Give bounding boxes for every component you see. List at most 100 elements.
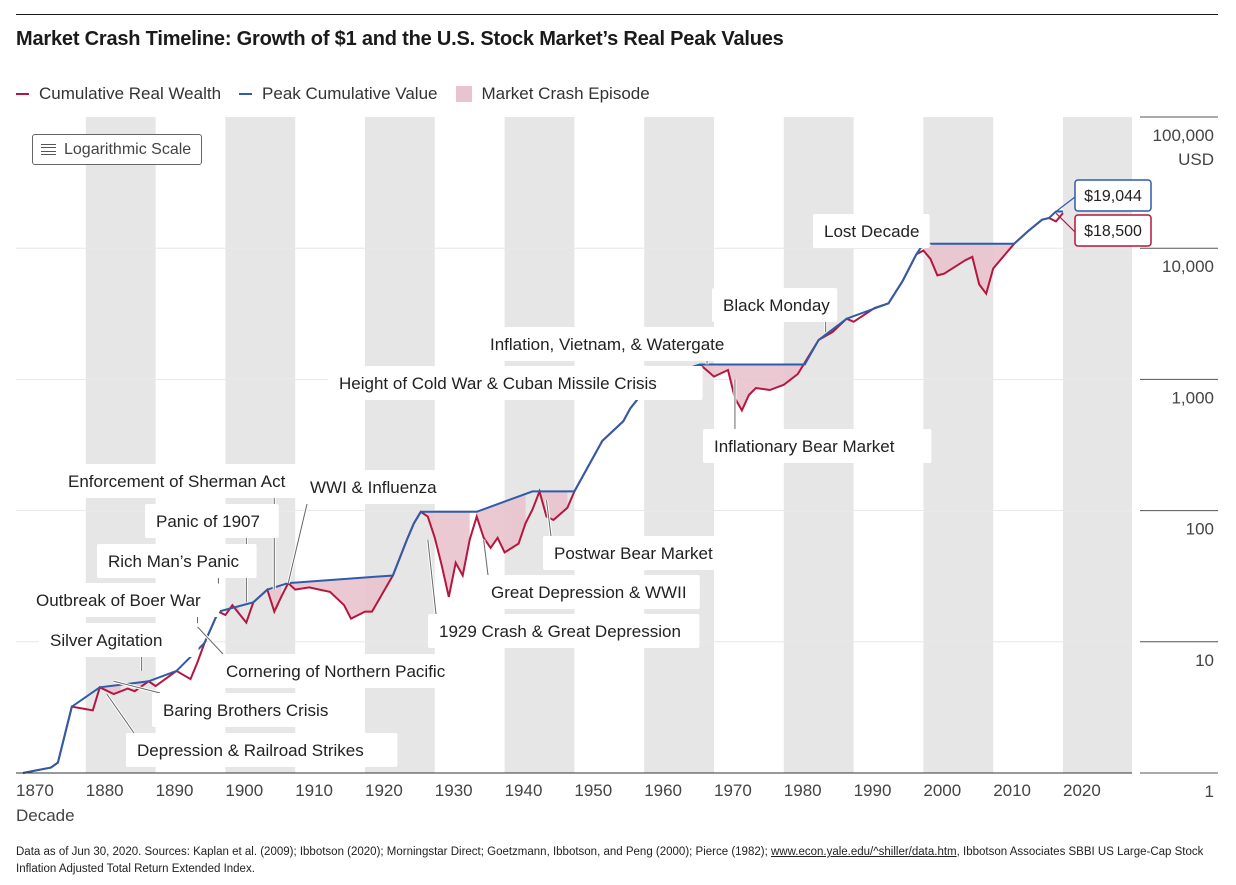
xtick-label: 1980 (784, 781, 822, 800)
annotation-box (813, 214, 930, 248)
value-box (1074, 179, 1152, 212)
top-rule (16, 14, 1218, 15)
decade-band (923, 117, 994, 773)
xtick-label: 1880 (86, 781, 124, 800)
annotation-label: Panic of 1907 (156, 512, 260, 531)
annotation-label: Depression & Railroad Strikes (137, 741, 364, 760)
annotation-leader (483, 539, 489, 576)
xtick-label: 1900 (225, 781, 263, 800)
xtick-label: 2000 (923, 781, 961, 800)
annotation-box (97, 544, 257, 578)
xtick-label: 1990 (854, 781, 892, 800)
annotation-label: Outbreak of Boer War (36, 591, 201, 610)
ytick-label: 1 (1205, 782, 1214, 801)
crash-area (232, 606, 240, 614)
xtick-label: 1950 (574, 781, 612, 800)
xtick-label: 1870 (16, 781, 54, 800)
annotation-leader (113, 680, 161, 694)
annotation-box (428, 614, 700, 648)
decade-band (644, 117, 714, 773)
ytick-label: 100 (1186, 520, 1214, 539)
log-scale-label: Logarithmic Scale (64, 140, 192, 158)
crash-area (700, 364, 728, 377)
legend-label-peak: Peak Cumulative Value (262, 84, 438, 103)
footnote-text-before: Data as of Jun 30, 2020. Sources: Kaplan… (16, 846, 771, 858)
annotation-label: Enforcement of Sherman Act (68, 472, 286, 491)
xtick-label: 1930 (435, 781, 473, 800)
annotation-label: Height of Cold War & Cuban Missile Crisi… (339, 374, 657, 393)
value-label: $19,044 (1084, 188, 1142, 205)
legend-swatch-crash (455, 86, 472, 102)
y-unit-label: USD (1178, 150, 1214, 169)
annotation-label: Rich Man’s Panic (108, 552, 240, 571)
annotation-leader (427, 539, 437, 615)
annotation-box (299, 470, 450, 504)
footnote: Data as of Jun 30, 2020. Sources: Kaplan… (16, 844, 1216, 878)
annotation-label: Great Depression & WWII (491, 583, 687, 602)
legend: Cumulative Real Wealth Peak Cumulative V… (16, 84, 668, 104)
legend-label-wealth: Cumulative Real Wealth (39, 84, 222, 103)
legend-item-wealth: Cumulative Real Wealth (16, 84, 221, 104)
annotation-box (543, 536, 729, 570)
xtick-label: 1920 (365, 781, 403, 800)
legend-swatch-peak (239, 93, 253, 95)
axis-ticks: 1 10 100 1,000 10,000 100,000 USD 1870 1880 1890 1… (16, 126, 1214, 825)
ytick-label: 10 (1195, 651, 1214, 670)
legend-item-crash: Market Crash Episode (455, 84, 650, 104)
annotation-box (479, 327, 768, 361)
annotation-label: Inflation, Vietnam, & Watergate (490, 335, 724, 354)
annotation-box (126, 733, 398, 767)
annotation-box (145, 504, 279, 538)
annotation-box (712, 288, 838, 322)
xtick-label: 1890 (156, 781, 194, 800)
annotation-leader (197, 626, 224, 655)
chart-title: Market Crash Timeline: Growth of $1 and … (16, 28, 784, 50)
annotation-leader (287, 503, 308, 584)
crash-area (267, 585, 282, 612)
xtick-label: 1910 (295, 781, 333, 800)
value-label: $18,500 (1084, 223, 1142, 240)
xtick-label: 2010 (993, 781, 1031, 800)
annotation-label: Silver Agitation (50, 631, 162, 650)
annotation-label: Inflationary Bear Market (714, 437, 895, 456)
decade-band (85, 117, 156, 773)
value-leader (1055, 212, 1076, 233)
annotation-label: Postwar Bear Market (554, 544, 713, 563)
annotation-box (39, 623, 199, 657)
decade-band (504, 117, 575, 773)
legend-label-crash: Market Crash Episode (481, 84, 650, 103)
list-icon (41, 144, 56, 155)
footnote-link[interactable]: www.econ.yale.edu/^shiller/data.htm (770, 846, 957, 858)
annotation-label: WWI & Influenza (310, 478, 437, 497)
crash-area (295, 575, 393, 619)
xtick-label: 2020 (1063, 781, 1101, 800)
annotation-label: Black Monday (723, 296, 830, 315)
annotation-leader (106, 693, 135, 734)
legend-item-peak: Peak Cumulative Value (239, 84, 438, 104)
annotation-box (480, 575, 700, 609)
ytick-label: 100,000 (1153, 126, 1214, 145)
crash-area (923, 243, 1015, 291)
ytick-label: 1,000 (1171, 388, 1214, 407)
annotation-label: Cornering of Northern Pacific (226, 662, 446, 681)
annotation-label: Lost Decade (824, 222, 919, 241)
log-scale-button[interactable]: Logarithmic Scale (32, 134, 203, 165)
xtick-label: 1940 (505, 781, 543, 800)
annotation-box (57, 464, 303, 498)
annotations: Lost Decade Black Monday Inflation, Vietna… (25, 179, 1152, 767)
value-leader (1055, 196, 1076, 212)
annotation-leader (545, 500, 552, 537)
annotation-box (152, 693, 364, 727)
annotation-box (215, 654, 487, 688)
annotation-label: 1929 Crash & Great Depression (439, 622, 681, 641)
value-box (1074, 214, 1152, 247)
crash-area (476, 493, 526, 553)
xtick-label: 1970 (714, 781, 752, 800)
footnote-text-after: , Ibbotson Associates SBBI US Large-Cap … (16, 846, 1204, 875)
annotation-label: Baring Brothers Crisis (163, 701, 328, 720)
legend-swatch-wealth (16, 93, 29, 95)
ytick-label: 10,000 (1162, 257, 1214, 276)
x-axis-title: Decade (16, 806, 75, 825)
xtick-label: 1960 (644, 781, 682, 800)
